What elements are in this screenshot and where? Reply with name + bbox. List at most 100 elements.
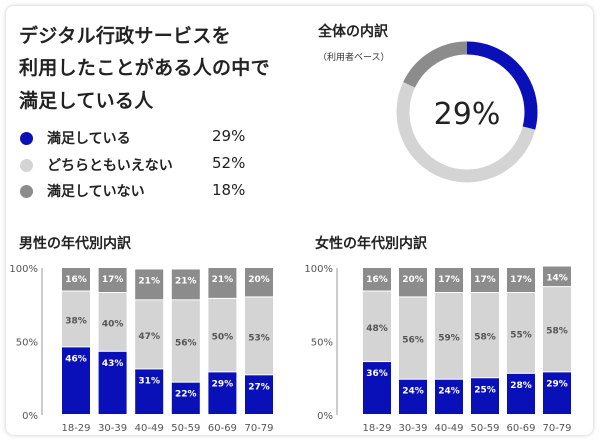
male-bar-segment: [245, 375, 273, 414]
female-bar-segment: [507, 373, 535, 414]
male-data-label: 40%: [102, 319, 124, 329]
male-data-label: 29%: [212, 379, 234, 389]
female-data-label: 17%: [474, 275, 496, 285]
male-bar-segment: [98, 292, 127, 351]
female-y-tick-label: 50%: [311, 338, 333, 349]
female-data-label: 25%: [474, 385, 496, 395]
male-data-label: 17%: [102, 275, 124, 285]
female-category-label: 40-49: [434, 423, 463, 434]
male-bar-segment: [62, 291, 90, 347]
legend-dot-neutral: [20, 159, 33, 172]
male-data-label: 56%: [175, 339, 197, 349]
legend-pct-neutral: 52%: [212, 154, 246, 172]
female-bar-segment: [399, 379, 427, 414]
female-data-label: 56%: [402, 336, 424, 346]
legend-dot-satisfied: [20, 132, 33, 145]
female-y-tick-label: 0%: [317, 411, 333, 422]
male-bar-segment: [135, 369, 164, 414]
female-data-label: 20%: [402, 275, 424, 285]
male-y-tick-label: 50%: [16, 338, 38, 349]
female-bar-segment: [363, 268, 391, 291]
female-bar-segment: [471, 292, 499, 378]
male-data-label: 27%: [248, 382, 270, 392]
male-bar-segment: [135, 300, 164, 369]
male-section-title: 男性の年代別内訳: [19, 236, 131, 252]
female-bar-segment: [543, 372, 571, 414]
female-data-label: 24%: [438, 387, 460, 397]
male-category-label: 50-59: [171, 423, 200, 434]
female-data-label: 36%: [366, 369, 388, 379]
female-category-label: 70-79: [542, 423, 571, 434]
male-data-label: 53%: [248, 333, 270, 343]
male-bar-segment: [98, 351, 127, 414]
female-data-label: 28%: [510, 381, 532, 391]
legend-pct-satisfied: 29%: [212, 127, 246, 145]
male-bar-segment: [208, 298, 237, 372]
male-bar-segment: [245, 268, 273, 297]
male-bar-segment: [245, 297, 273, 375]
male-y-tick-label: 0%: [22, 411, 38, 422]
female-bar-segment: [471, 268, 499, 292]
male-data-label: 21%: [212, 275, 234, 285]
female-category-label: 50-59: [470, 423, 499, 434]
male-category-label: 40-49: [135, 423, 164, 434]
female-data-label: 24%: [402, 387, 424, 397]
female-data-label: 16%: [366, 275, 388, 285]
female-data-label: 17%: [438, 275, 460, 285]
title-line-3: 満足している人: [19, 90, 154, 112]
female-bar-segment: [507, 292, 535, 373]
male-y-tick-label: 100%: [9, 264, 38, 275]
legend-label-satisfied: 満足している: [47, 131, 131, 147]
female-data-label: 17%: [510, 275, 532, 285]
male-category-label: 18-29: [61, 423, 90, 434]
female-bar-segment: [363, 291, 391, 362]
female-bar-segment: [435, 379, 463, 414]
male-data-label: 16%: [65, 275, 87, 285]
male-data-label: 38%: [65, 316, 87, 326]
male-bar-segment: [208, 268, 237, 298]
donut-title: 全体の内訳: [318, 24, 388, 40]
female-category-label: 18-29: [362, 423, 391, 434]
female-bar-segment: [363, 362, 391, 414]
female-data-label: 14%: [546, 274, 568, 284]
male-category-label: 60-69: [208, 423, 237, 434]
male-data-label: 46%: [65, 354, 87, 364]
legend-label-unsatisfied: 満足していない: [47, 184, 145, 200]
female-bar-segment: [543, 287, 571, 372]
male-bar-segment: [62, 347, 90, 414]
legend-label-neutral: どちらともいえない: [47, 158, 173, 174]
female-bar-segment: [435, 292, 463, 379]
male-bar-segment: [135, 269, 164, 300]
male-bar-segment: [98, 268, 127, 292]
male-data-label: 47%: [138, 332, 160, 342]
male-bar-segment: [171, 269, 200, 300]
male-data-label: 43%: [102, 359, 124, 369]
female-bar-segment: [435, 268, 463, 292]
donut-subtitle: （利用者ベース）: [318, 53, 390, 63]
female-y-tick-label: 100%: [304, 264, 333, 275]
male-data-label: 20%: [248, 275, 270, 285]
female-data-label: 58%: [546, 327, 568, 337]
female-section-title: 女性の年代別内訳: [315, 236, 427, 252]
female-data-label: 29%: [546, 379, 568, 389]
male-bar-segment: [62, 268, 90, 291]
female-bar-segment: [543, 266, 571, 287]
male-data-label: 22%: [175, 390, 197, 400]
female-data-label: 59%: [438, 333, 460, 343]
male-bar-segment: [171, 382, 200, 414]
female-category-label: 30-39: [398, 423, 427, 434]
female-bar-segment: [399, 268, 427, 297]
male-data-label: 50%: [212, 333, 234, 343]
female-bar-segment: [399, 297, 427, 379]
title-line-2: 利用したことがある人の中で: [19, 57, 270, 79]
female-bar-segment: [471, 378, 499, 414]
male-category-label: 70-79: [244, 423, 273, 434]
legend-dot-unsatisfied: [20, 185, 33, 198]
female-data-label: 48%: [366, 324, 388, 334]
male-data-label: 21%: [175, 276, 197, 286]
male-data-label: 31%: [138, 376, 160, 386]
legend-pct-unsatisfied: 18%: [212, 181, 246, 199]
female-data-label: 58%: [474, 333, 496, 343]
female-category-label: 60-69: [506, 423, 535, 434]
